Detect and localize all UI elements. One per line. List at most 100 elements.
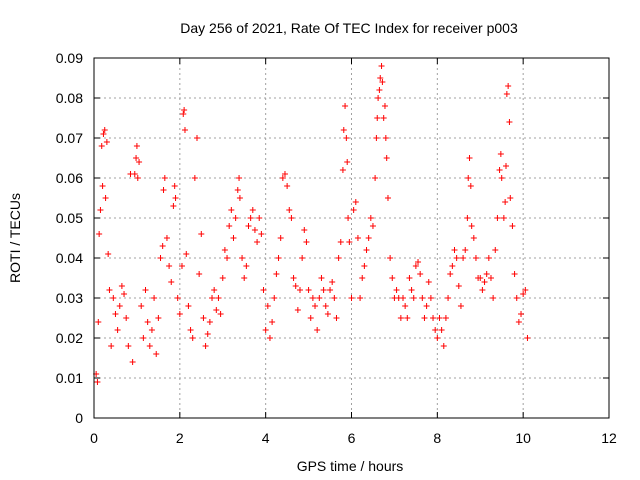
data-point xyxy=(138,303,145,309)
y-tick-label: 0.06 xyxy=(56,170,83,186)
data-point xyxy=(346,239,353,245)
x-axis-label: GPS time / hours xyxy=(297,458,404,474)
data-point xyxy=(232,215,239,221)
data-point xyxy=(236,195,243,201)
data-point xyxy=(273,271,280,277)
data-point xyxy=(432,327,439,333)
data-point xyxy=(209,295,216,301)
data-point xyxy=(363,247,370,253)
data-point xyxy=(462,247,469,253)
data-point xyxy=(412,263,419,269)
data-point xyxy=(381,103,388,109)
data-point xyxy=(187,327,194,333)
data-point xyxy=(415,259,422,265)
data-point xyxy=(524,335,531,341)
data-point xyxy=(498,175,505,181)
data-point xyxy=(382,135,389,141)
data-point xyxy=(191,175,198,181)
data-point xyxy=(217,311,224,317)
data-point xyxy=(423,303,430,309)
data-point xyxy=(402,303,409,309)
data-point xyxy=(294,307,301,313)
data-point xyxy=(387,255,394,261)
data-point xyxy=(481,279,488,285)
data-point xyxy=(434,335,441,341)
data-point xyxy=(249,207,256,213)
data-point xyxy=(114,327,121,333)
data-point xyxy=(96,231,103,237)
data-point xyxy=(361,263,368,269)
data-point xyxy=(219,275,226,281)
data-point xyxy=(172,195,179,201)
data-point xyxy=(234,187,241,193)
data-point xyxy=(359,275,366,281)
y-tick-label: 0.03 xyxy=(56,290,83,306)
data-point xyxy=(339,167,346,173)
data-point xyxy=(281,171,288,177)
data-point xyxy=(337,239,344,245)
data-point xyxy=(245,223,252,229)
data-point xyxy=(206,319,213,325)
y-tick-label: 0.05 xyxy=(56,210,83,226)
data-point xyxy=(465,175,472,181)
data-point xyxy=(455,283,462,289)
data-point xyxy=(163,235,170,241)
data-point xyxy=(389,275,396,281)
data-point xyxy=(247,215,254,221)
data-point xyxy=(297,287,303,293)
data-point xyxy=(101,127,108,133)
gridlines xyxy=(94,58,609,418)
data-point xyxy=(320,287,327,293)
data-point xyxy=(348,295,355,301)
data-point xyxy=(309,295,316,301)
data-point xyxy=(176,311,183,317)
data-point xyxy=(251,227,258,233)
data-point xyxy=(194,135,200,141)
data-point xyxy=(266,335,273,341)
data-point xyxy=(125,343,132,349)
data-point xyxy=(140,335,147,341)
data-point xyxy=(372,175,379,181)
data-point xyxy=(105,251,112,257)
data-point xyxy=(103,139,110,145)
y-tick-label: 0.08 xyxy=(56,90,83,106)
data-point xyxy=(352,199,359,205)
chart-title: Day 256 of 2021, Rate Of TEC Index for r… xyxy=(180,20,518,36)
data-point xyxy=(447,271,454,277)
data-point xyxy=(102,195,109,201)
data-point xyxy=(277,235,284,241)
data-point xyxy=(98,143,105,149)
data-point xyxy=(373,135,380,141)
data-point xyxy=(327,287,334,293)
data-point xyxy=(485,255,492,261)
data-point xyxy=(369,223,376,229)
data-point xyxy=(464,215,471,221)
data-point xyxy=(230,235,237,241)
y-tick-label: 0 xyxy=(75,410,83,426)
data-point xyxy=(379,79,386,85)
data-point xyxy=(136,159,143,165)
data-point xyxy=(284,183,291,189)
data-point xyxy=(204,331,211,337)
data-point xyxy=(497,151,504,157)
y-tick-label: 0.02 xyxy=(56,330,83,346)
data-point xyxy=(185,303,192,309)
data-point xyxy=(470,235,477,241)
data-point xyxy=(393,287,400,293)
data-point xyxy=(436,315,443,321)
data-point xyxy=(440,343,447,349)
data-point xyxy=(211,287,218,293)
data-point xyxy=(507,195,514,201)
y-tick-label: 0.04 xyxy=(56,250,83,266)
data-point xyxy=(430,315,437,321)
data-point xyxy=(189,335,196,341)
data-point xyxy=(146,343,153,349)
data-point xyxy=(522,287,529,293)
data-point xyxy=(153,351,160,357)
data-point xyxy=(178,263,185,269)
data-point xyxy=(460,255,467,261)
data-point xyxy=(329,279,336,285)
data-point xyxy=(417,271,424,277)
x-tick-label: 0 xyxy=(90,430,98,446)
